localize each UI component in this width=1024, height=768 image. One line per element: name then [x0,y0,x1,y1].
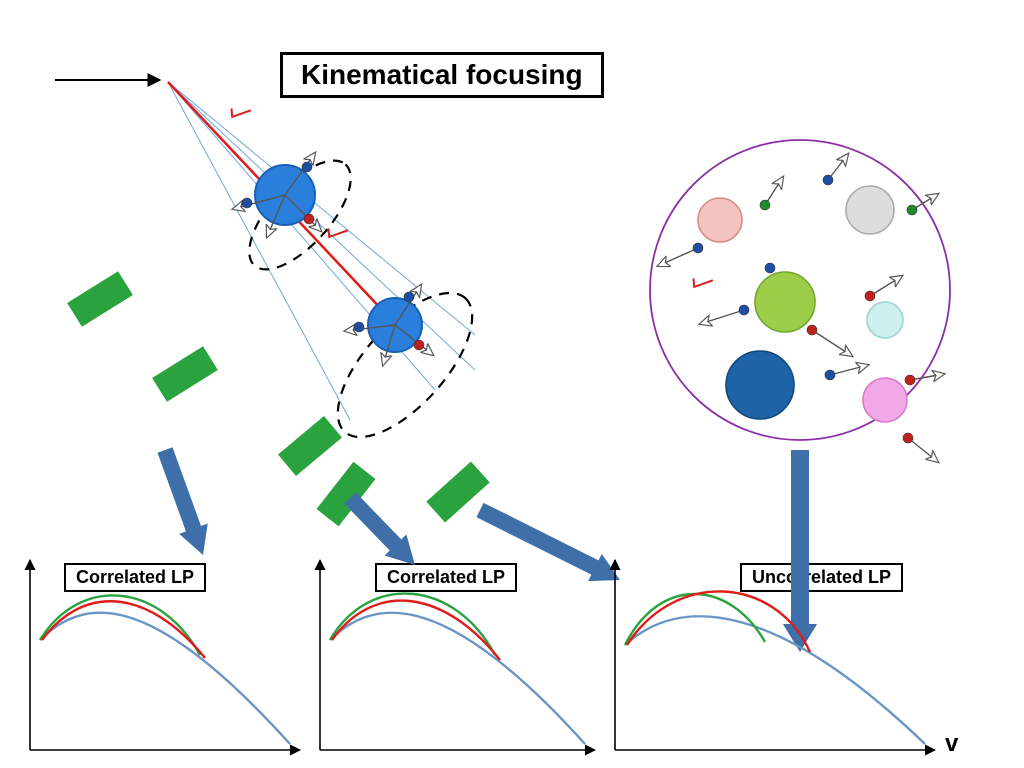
flow-arrow-icon [339,487,426,575]
flow-arrow-icon [473,496,627,593]
detector-icon [152,346,218,402]
region-source-icon [867,302,903,338]
lp-chart [615,560,935,750]
lp-chart [320,560,595,750]
lp-chart [30,560,300,750]
flow-arrow-icon [783,450,817,652]
region-source-icon [726,351,794,419]
diagram-canvas [0,0,1024,768]
region-source-icon [698,198,742,242]
region-source-icon [755,272,815,332]
detector-icon [67,271,133,327]
flow-arrow-icon [151,445,218,560]
region-source-icon [846,186,894,234]
region-source-icon [863,378,907,422]
detector-icon [278,416,342,476]
